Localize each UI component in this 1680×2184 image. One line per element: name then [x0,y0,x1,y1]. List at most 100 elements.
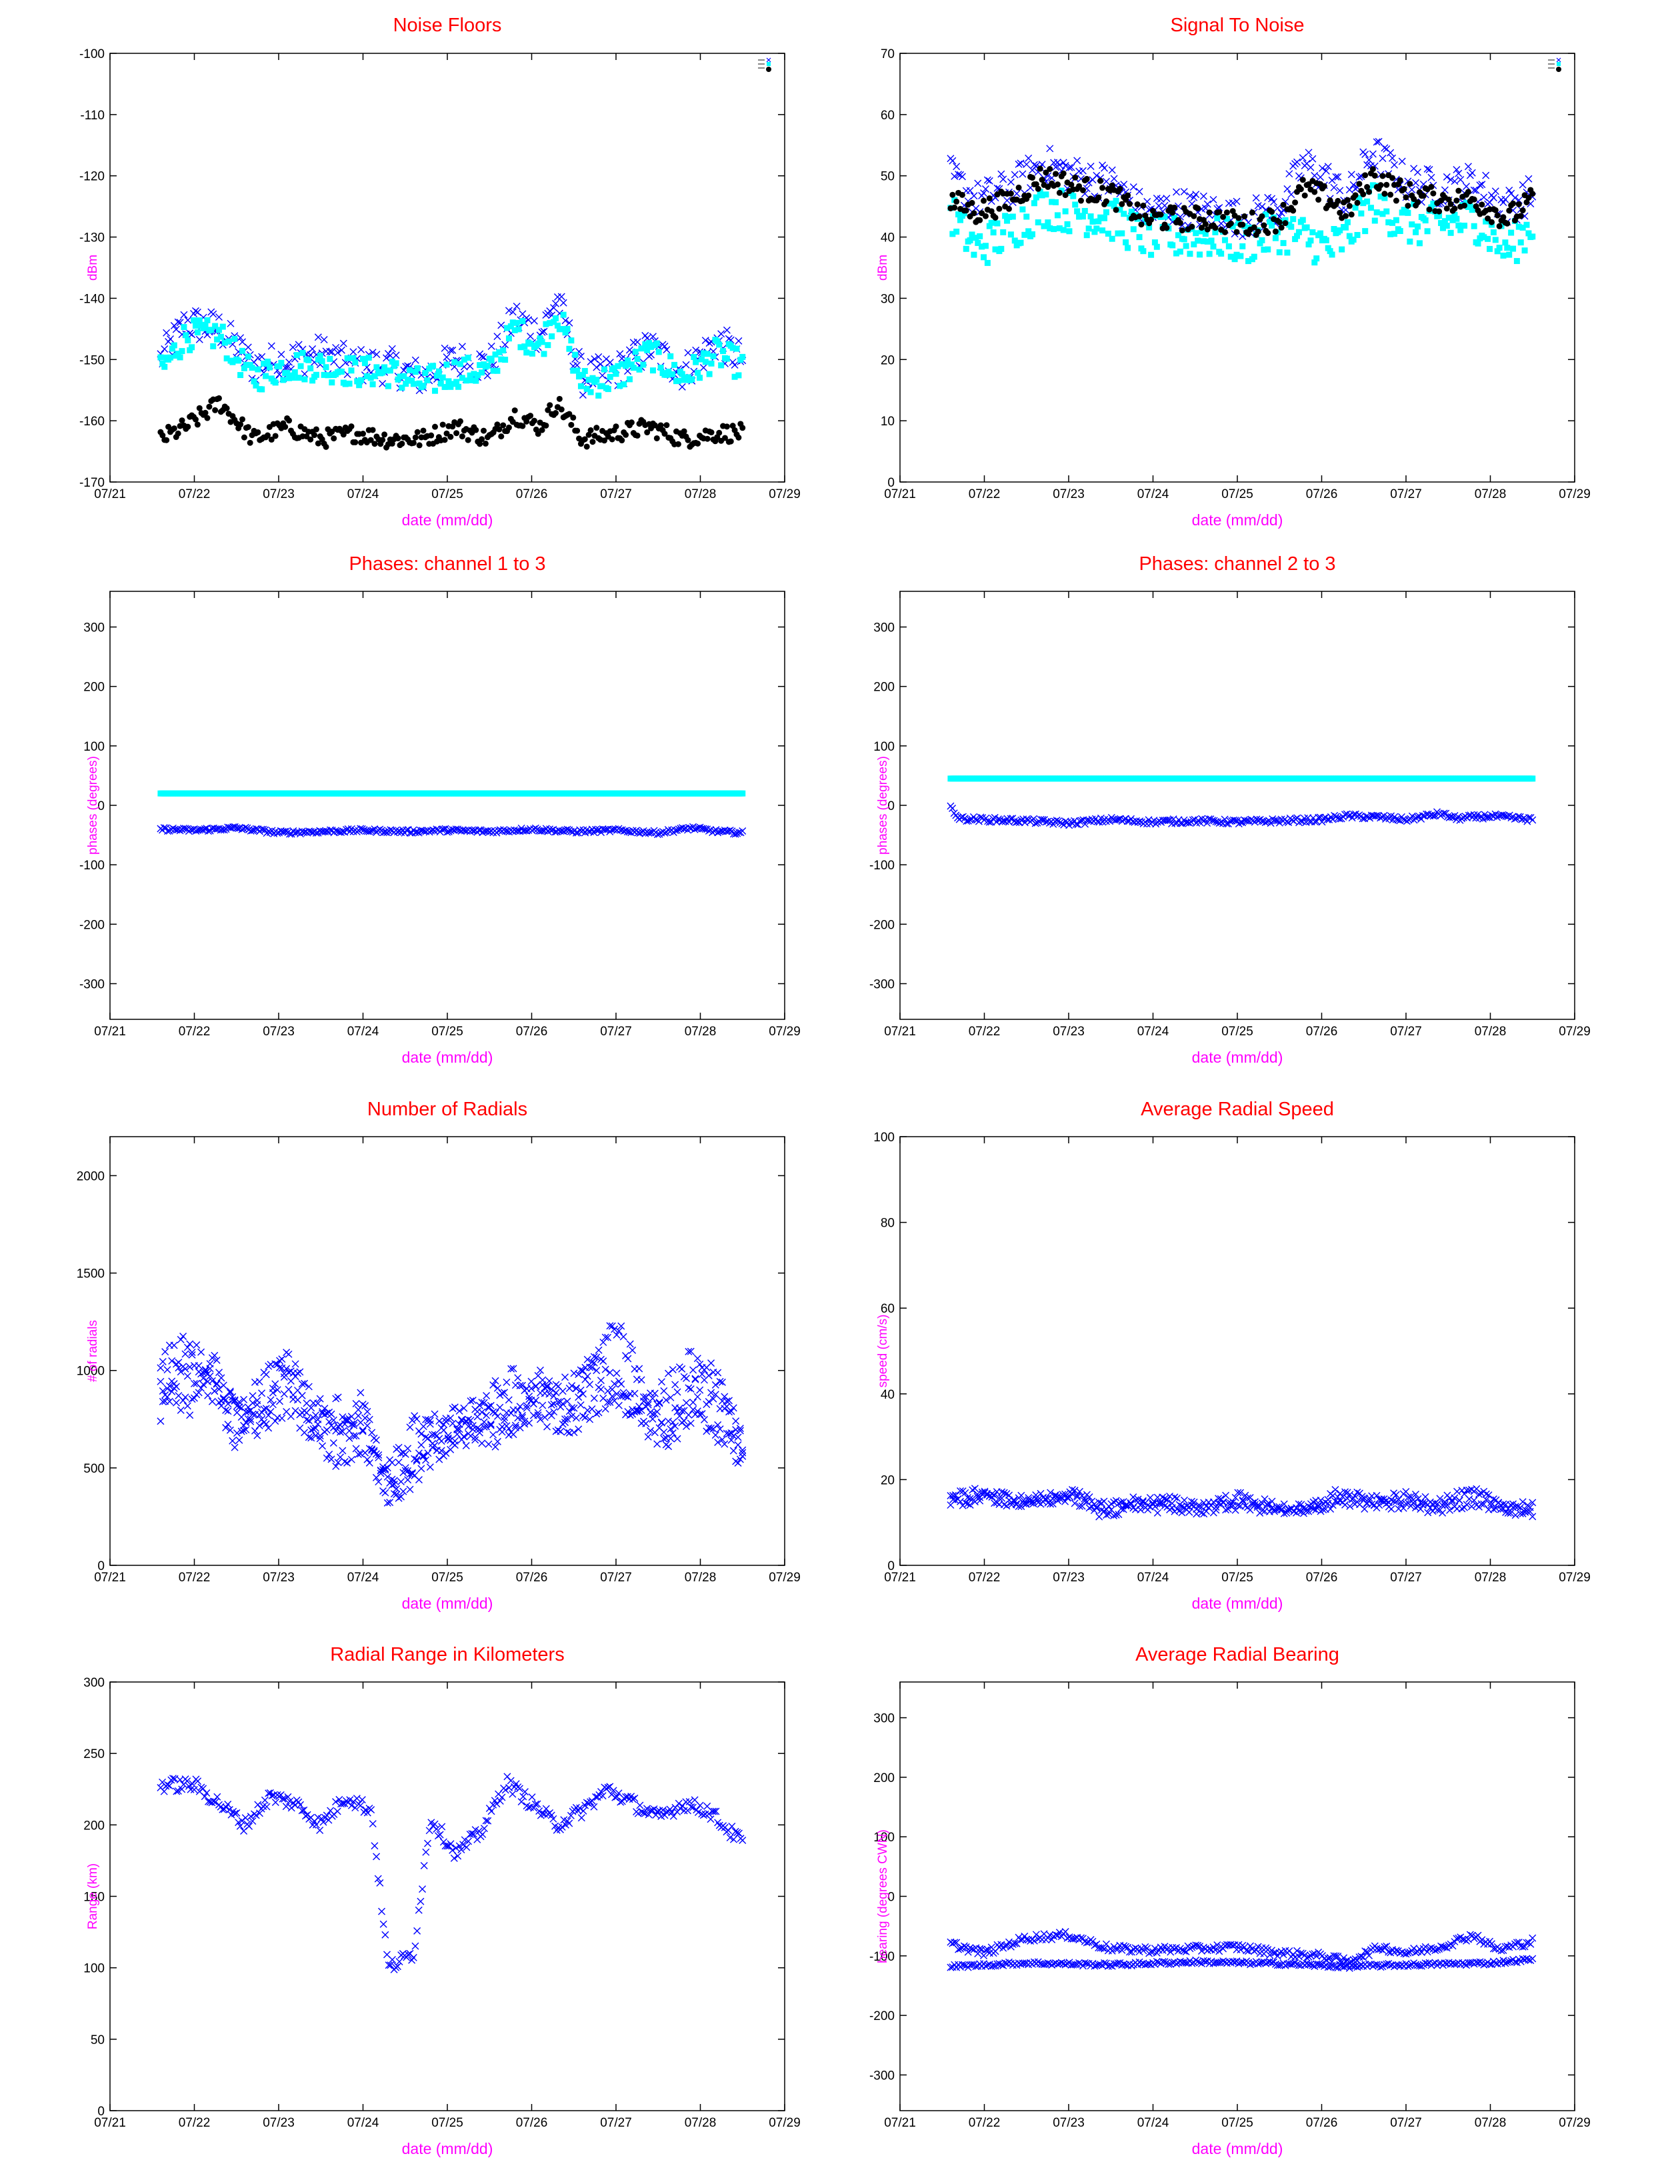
data-point [360,431,366,437]
data-point [293,1396,301,1404]
data-point [1023,213,1030,220]
data-point [233,1429,241,1437]
data-point [667,353,674,359]
chart-title: Phases: channel 1 to 3 [349,553,545,575]
data-point [1499,1500,1507,1508]
data-point [1373,209,1380,216]
data-point [1463,1501,1471,1509]
data-point [1123,239,1129,246]
data-point [1143,820,1151,828]
data-point [534,1411,542,1419]
data-point [371,1842,379,1850]
data-point [579,1390,587,1398]
data-point [212,323,219,329]
data-point [1324,163,1332,171]
data-point [500,347,507,354]
data-point [252,1811,260,1819]
data-point [1007,178,1015,186]
data-point [381,1931,389,1939]
data-point [565,1407,573,1415]
data-point [561,1373,569,1381]
data-point [1496,223,1503,229]
data-point [253,1431,261,1439]
data-point [704,435,711,442]
data-point [181,1350,189,1358]
data-point [469,1425,477,1433]
data-point [237,1404,245,1412]
data-point [678,1365,686,1373]
data-point [1387,149,1395,157]
data-point [261,360,267,367]
series-c [157,1351,747,1507]
data-point [1113,207,1119,213]
data-point [187,1785,195,1793]
data-point [332,1395,340,1403]
data-point [293,352,300,359]
data-point [399,1487,407,1495]
data-point [301,376,308,383]
data-point [282,827,290,835]
data-point [1070,193,1077,199]
data-point [342,381,349,387]
data-point [461,356,467,363]
data-point [445,827,453,835]
data-point [354,1450,362,1458]
data-point [293,1387,301,1395]
x-tick-label: 07/24 [1137,487,1169,501]
data-point [1220,213,1227,220]
data-point [1468,169,1476,177]
data-point [484,1817,492,1825]
data-point [229,1393,237,1401]
data-point [1443,173,1451,181]
data-point [1111,203,1117,209]
data-point [1107,200,1113,207]
data-point [403,381,409,387]
data-point [483,1391,491,1399]
data-point [185,423,191,430]
data-point [1504,220,1511,227]
data-point [179,1397,187,1405]
data-point [1475,240,1481,247]
data-point [1169,209,1176,216]
series-range [157,1773,747,1973]
data-point [1424,1509,1432,1517]
data-point [267,1396,275,1404]
data-point [1515,201,1522,207]
data-point [566,411,573,417]
data-point [465,355,471,361]
data-point [1516,1509,1524,1517]
data-point [1500,252,1507,259]
data-point [1002,213,1009,219]
data-point [1457,227,1464,233]
data-point [1148,216,1155,223]
data-point [1025,154,1033,162]
data-point [337,346,345,354]
data-point [1312,1506,1320,1514]
data-point [251,1427,259,1435]
data-point [491,1409,499,1417]
data-point [1081,207,1088,214]
data-point [439,421,446,428]
x-tick-label: 07/25 [431,1025,463,1039]
chart-noise: Noise Floors-170-160-150-140-130-120-110… [79,15,801,529]
data-point [475,1425,483,1433]
data-point [1398,157,1406,165]
data-point [319,1818,327,1826]
data-point [1327,1505,1335,1513]
data-point [536,1366,544,1374]
data-point [619,437,625,444]
data-point [629,827,637,835]
data-point [1412,179,1420,187]
data-point [1101,215,1108,221]
data-point [347,1801,355,1809]
data-point [161,345,169,353]
data-point [1483,218,1489,225]
data-point [707,1389,715,1397]
data-point [595,353,603,361]
data-point [1177,219,1183,226]
data-point [237,1427,245,1435]
data-point [1453,215,1460,222]
data-point [1337,227,1343,234]
data-point [651,1389,659,1397]
data-point [255,429,261,435]
